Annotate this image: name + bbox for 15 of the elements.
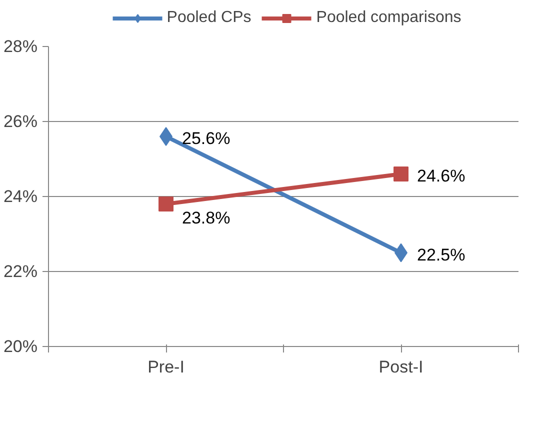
point [394, 166, 408, 182]
point [158, 196, 174, 212]
y-tick-label: 28% [3, 37, 38, 56]
data-label: 23.8% [182, 208, 230, 228]
x-tick-label: Pre-I [148, 358, 184, 376]
data-label: 22.5% [417, 245, 466, 264]
y-tick-label: 22% [3, 262, 38, 281]
y-tick-label: 24% [3, 187, 38, 206]
data-label: 24.6% [417, 166, 466, 186]
y-tick-label: 26% [3, 112, 38, 131]
legend-label: Pooled CPs [166, 9, 252, 27]
y-tick-label: 20% [3, 337, 38, 356]
legend-label: Pooled comparisons [316, 9, 462, 27]
data-label: 25.6% [182, 129, 230, 148]
x-tick-label: Post-I [378, 358, 424, 376]
